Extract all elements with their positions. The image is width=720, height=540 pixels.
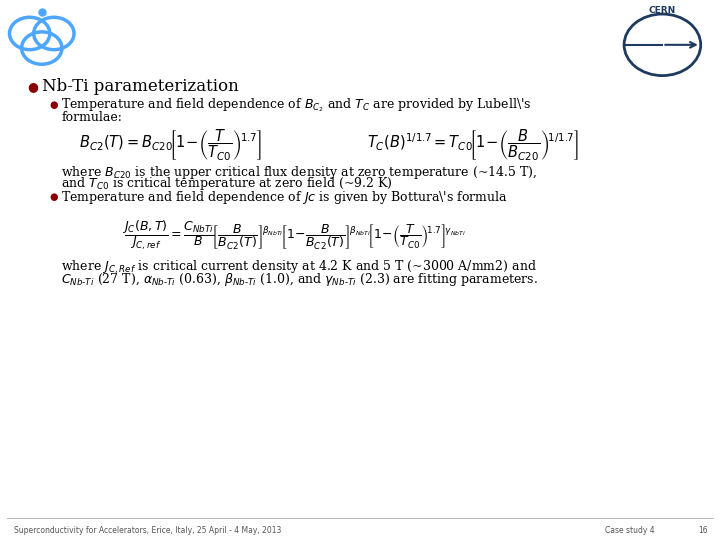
Text: $C_{Nb\text{-}Ti}$ (27 T), $\alpha_{Nb\text{-}Ti}$ (0.63), $\beta_{Nb\text{-}Ti}: $C_{Nb\text{-}Ti}$ (27 T), $\alpha_{Nb\t…: [61, 271, 539, 288]
Text: where $J_{C,Ref}$ is critical current density at 4.2 K and 5 T (~3000 A/mm2) and: where $J_{C,Ref}$ is critical current de…: [61, 259, 537, 276]
Text: $\dfrac{J_C(B,T)}{J_{C,ref}}=\dfrac{C_{NbTi}}{B}\!\left[\dfrac{B}{B_{C2}(T)}\rig: $\dfrac{J_C(B,T)}{J_{C,ref}}=\dfrac{C_{N…: [122, 219, 467, 253]
Text: where $B_{C20}$ is the upper critical flux density at zero temperature (~14.5 T): where $B_{C20}$ is the upper critical fl…: [61, 164, 538, 181]
Text: $B_{C2}(T)=B_{C20}\!\left[1\!-\!\left(\dfrac{T}{T_{C0}}\right)^{\!1.7}\right]$: $B_{C2}(T)=B_{C20}\!\left[1\!-\!\left(\d…: [79, 128, 262, 164]
Text: 16: 16: [698, 526, 708, 536]
Text: CERN: CERN: [649, 6, 676, 15]
Text: ●: ●: [27, 80, 38, 93]
FancyBboxPatch shape: [617, 6, 708, 79]
Text: and $T_{C0}$ is critical temperature at zero field (~9.2 K): and $T_{C0}$ is critical temperature at …: [61, 175, 392, 192]
Text: Case study 4: Case study 4: [605, 526, 654, 536]
Text: Temperature and field dependence of $\mathit{Jc}$ is given by Bottura\'s formula: Temperature and field dependence of $\ma…: [61, 188, 508, 206]
Text: Temperature and field dependence of $B_{C_2}$ and $T_C$ are provided by Lubell\': Temperature and field dependence of $B_{…: [61, 97, 532, 114]
Text: formulae:: formulae:: [61, 111, 122, 124]
Text: $T_C(B)^{1/1.7}=T_{C0}\!\left[1\!-\!\left(\dfrac{B}{B_{C20}}\right)^{\!1/1.7}\ri: $T_C(B)^{1/1.7}=T_{C0}\!\left[1\!-\!\lef…: [367, 128, 580, 164]
Text: ●: ●: [49, 192, 58, 202]
Text: Case study 4 solution: Case study 4 solution: [246, 22, 474, 40]
Text: ●: ●: [49, 100, 58, 110]
Text: The CERN Accelerator School: The CERN Accelerator School: [10, 72, 73, 77]
Text: Nb-Ti parameterization: Nb-Ti parameterization: [42, 78, 238, 95]
Text: Superconductivity for Accelerators, Erice, Italy, 25 April - 4 May, 2013: Superconductivity for Accelerators, Eric…: [14, 526, 282, 536]
Text: Margins: Margins: [316, 57, 404, 76]
